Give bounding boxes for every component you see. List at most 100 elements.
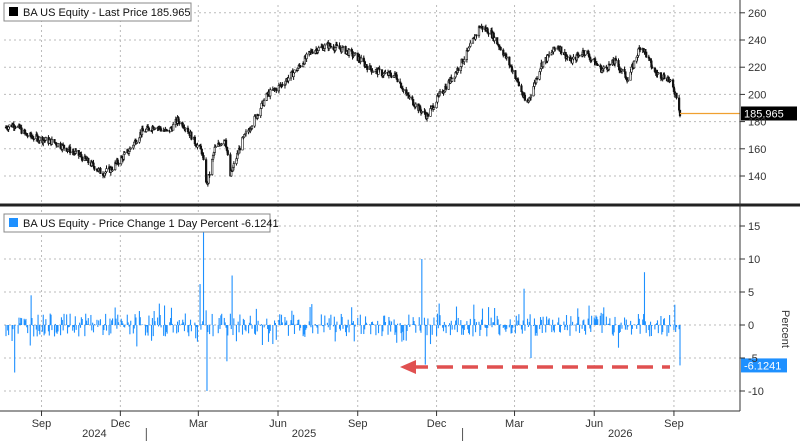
price-ytick-label: 220: [748, 62, 766, 74]
last-price-badge: [741, 106, 797, 121]
price-candle: [438, 91, 442, 94]
price-candle: [105, 168, 108, 173]
price-legend-label: BA US Equity - Last Price 185.965: [23, 7, 191, 19]
price-candle: [263, 100, 266, 106]
price-candle: [232, 163, 235, 168]
price-candle: [141, 128, 144, 132]
price-candle: [457, 68, 460, 71]
price-candle: [614, 58, 617, 61]
xtick-label: Jun: [585, 418, 603, 430]
price-candle: [48, 139, 51, 144]
price-candle: [111, 169, 114, 172]
price-ytick-label: 160: [748, 144, 766, 156]
price-candle: [493, 37, 496, 41]
price-candle: [20, 127, 23, 134]
price-candle: [81, 156, 84, 161]
pct-ytick-label: -10: [748, 386, 764, 398]
price-candle: [529, 95, 533, 98]
price-candle: [117, 162, 120, 165]
price-candle: [329, 45, 332, 48]
pct-ytick-label: 15: [748, 221, 760, 233]
xtick-label: Jun: [269, 418, 287, 430]
price-candle: [129, 147, 132, 150]
price-candle: [347, 49, 351, 56]
xtick-label: Dec: [111, 418, 131, 430]
price-candle: [590, 58, 593, 61]
price-candle: [172, 124, 175, 131]
price-candle: [623, 68, 626, 73]
price-candle: [520, 85, 523, 93]
annotation-arrow-head: [400, 360, 416, 374]
price-candle: [481, 25, 484, 30]
price-candle: [596, 64, 599, 66]
price-candle: [147, 127, 151, 131]
price-candle: [317, 47, 320, 51]
price-candle: [224, 139, 228, 148]
xtick-label: Sep: [664, 418, 684, 430]
price-candle: [208, 174, 211, 176]
xtick-label: Mar: [189, 418, 208, 430]
price-candle: [414, 103, 417, 108]
price-candle: [75, 150, 78, 152]
price-candle: [335, 44, 339, 47]
price-candle: [275, 88, 278, 92]
price-candle: [38, 136, 41, 141]
price-candle: [257, 114, 260, 117]
price-candle: [644, 49, 647, 53]
price-candle: [62, 144, 66, 149]
price-candle: [69, 146, 72, 154]
price-candle: [584, 50, 587, 56]
price-candle: [369, 65, 372, 70]
price-candle: [184, 127, 187, 130]
price-candle: [620, 68, 624, 72]
pct-legend-box: [3, 213, 271, 233]
price-candle: [311, 51, 314, 54]
price-candle: [205, 159, 208, 183]
price-candle: [193, 136, 196, 145]
price-ytick-label: 140: [748, 171, 766, 183]
price-candle: [632, 60, 636, 69]
price-candle: [341, 46, 345, 48]
pct-ylabel: Percent: [779, 310, 791, 348]
year-label: 2025: [292, 428, 316, 440]
grid-lines: [4, 5, 740, 411]
price-candle: [408, 96, 411, 99]
price-candle: [159, 128, 163, 131]
price-candle: [287, 77, 290, 82]
price-candle: [420, 111, 423, 113]
price-candle: [196, 144, 199, 148]
price-candle: [299, 65, 302, 68]
price-ytick-label: 180: [748, 117, 766, 129]
price-candle: [166, 129, 169, 132]
price-candle: [499, 47, 502, 51]
price-candle: [289, 71, 293, 79]
price-candle: [471, 38, 475, 44]
price-candle: [548, 53, 551, 56]
price-ytick-label: 240: [748, 35, 766, 47]
price-candle: [214, 146, 217, 148]
price-candle: [133, 141, 136, 146]
pct-change-series: -6.1241: [5, 229, 787, 391]
price-candle: [432, 107, 436, 110]
price-candle: [372, 71, 375, 73]
price-candle: [396, 78, 399, 83]
price-candle: [675, 92, 678, 99]
pct-legend: BA US Equity - Price Change 1 Day Percen…: [3, 213, 279, 233]
price-candle: [505, 56, 508, 59]
pct-legend-label: BA US Equity - Price Change 1 Day Percen…: [23, 218, 279, 230]
price-candle: [487, 32, 490, 35]
price-candle: [135, 141, 138, 144]
price-candle: [238, 148, 242, 151]
price-candle: [451, 78, 454, 82]
year-label: 2024: [82, 428, 106, 440]
year-label: 2026: [608, 428, 632, 440]
price-candle: [657, 72, 660, 75]
price-candle: [626, 79, 630, 82]
price-candle: [253, 115, 256, 127]
price-candle: [153, 128, 157, 130]
price-candle: [56, 142, 60, 147]
price-candle: [463, 59, 466, 63]
price-candle: [354, 52, 357, 55]
last-price-value: 185.965: [744, 108, 784, 120]
